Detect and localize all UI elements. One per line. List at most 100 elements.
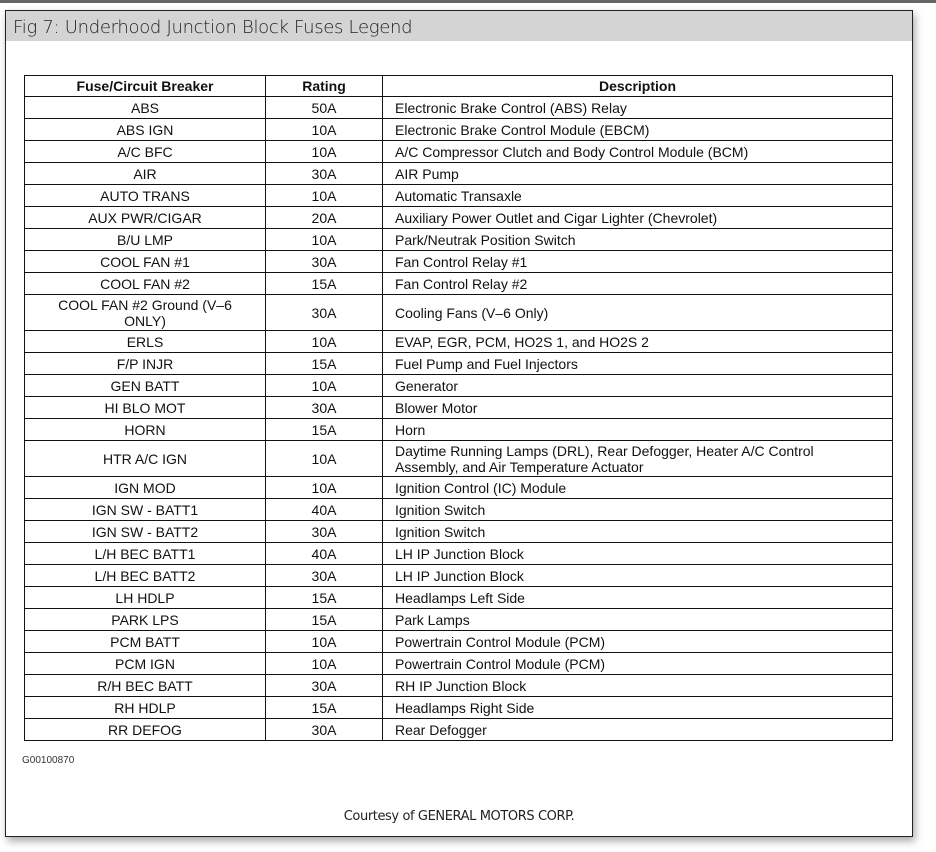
cell-rating: 30A <box>265 718 383 741</box>
cell-rating: 50A <box>265 96 383 119</box>
cell-fuse: ERLS <box>24 330 266 353</box>
cell-rating: 20A <box>265 206 383 229</box>
table-row: IGN SW - BATT2 30A Ignition Switch <box>24 520 893 543</box>
cell-fuse: LH HDLP <box>24 586 266 609</box>
cell-fuse: AUTO TRANS <box>24 184 266 207</box>
table-row: RR DEFOG 30A Rear Defogger <box>24 718 893 741</box>
cell-description: Park/Neutrak Position Switch <box>382 228 893 251</box>
table-row: ABS IGN 10A Electronic Brake Control Modul… <box>24 118 893 141</box>
cell-fuse: L/H BEC BATT1 <box>24 542 266 565</box>
cell-rating: 30A <box>265 250 383 273</box>
cell-description: Rear Defogger <box>382 718 893 741</box>
cell-rating: 40A <box>265 498 383 521</box>
cell-description: Fan Control Relay #2 <box>382 272 893 295</box>
cell-description: RH IP Junction Block <box>382 674 893 697</box>
top-border <box>0 0 936 3</box>
cell-description: Generator <box>382 374 893 397</box>
cell-fuse: AIR <box>24 162 266 185</box>
cell-fuse: RR DEFOG <box>24 718 266 741</box>
cell-rating: 30A <box>265 162 383 185</box>
table-row: R/H BEC BATT 30A RH IP Junction Block <box>24 674 893 697</box>
cell-description: LH IP Junction Block <box>382 542 893 565</box>
cell-rating: 10A <box>265 374 383 397</box>
cell-fuse: HTR A/C IGN <box>24 440 266 477</box>
figure-title: Fig 7: Underhood Junction Block Fuses Le… <box>13 17 413 38</box>
table-row: COOL FAN #1 30A Fan Control Relay #1 <box>24 250 893 273</box>
cell-rating: 30A <box>265 396 383 419</box>
table-row: F/P INJR 15A Fuel Pump and Fuel Injectors <box>24 352 893 375</box>
cell-description: Ignition Switch <box>382 498 893 521</box>
cell-fuse: COOL FAN #2 Ground (V–6 ONLY) <box>24 294 266 331</box>
table-row: B/U LMP 10A Park/Neutrak Position Switch <box>24 228 893 251</box>
cell-description: Fuel Pump and Fuel Injectors <box>382 352 893 375</box>
cell-fuse: PCM IGN <box>24 652 266 675</box>
cell-rating: 30A <box>265 294 383 331</box>
cell-fuse: PARK LPS <box>24 608 266 631</box>
table-row: HI BLO MOT 30A Blower Motor <box>24 396 893 419</box>
cell-description: Blower Motor <box>382 396 893 419</box>
table-row: HTR A/C IGN 10A Daytime Running Lamps (DRL… <box>24 440 893 477</box>
table-row: IGN MOD 10A Ignition Control (IC) Module <box>24 476 893 499</box>
table-row: PCM BATT 10A Powertrain Control Module (PC… <box>24 630 893 653</box>
cell-fuse: HI BLO MOT <box>24 396 266 419</box>
cell-fuse: GEN BATT <box>24 374 266 397</box>
cell-description: Daytime Running Lamps (DRL), Rear Defogg… <box>382 440 893 477</box>
cell-description: Horn <box>382 418 893 441</box>
table-row: AUTO TRANS 10A Automatic Transaxle <box>24 184 893 207</box>
cell-rating: 15A <box>265 352 383 375</box>
cell-rating: 10A <box>265 228 383 251</box>
header-fuse: Fuse/Circuit Breaker <box>24 75 266 97</box>
cell-rating: 30A <box>265 520 383 543</box>
cell-rating: 10A <box>265 140 383 163</box>
cell-fuse: R/H BEC BATT <box>24 674 266 697</box>
header-rating: Rating <box>265 75 383 97</box>
cell-description: Auxiliary Power Outlet and Cigar Lighter… <box>382 206 893 229</box>
cell-description: A/C Compressor Clutch and Body Control M… <box>382 140 893 163</box>
cell-description: Electronic Brake Control (ABS) Relay <box>382 96 893 119</box>
table-row: ABS 50A Electronic Brake Control (ABS) Rel… <box>24 96 893 119</box>
cell-rating: 15A <box>265 696 383 719</box>
table-row: L/H BEC BATT1 40A LH IP Junction Block <box>24 542 893 565</box>
cell-rating: 15A <box>265 608 383 631</box>
figure-title-bar: Fig 7: Underhood Junction Block Fuses Le… <box>6 11 912 41</box>
table-header-row: Fuse/Circuit Breaker Rating Description <box>24 75 893 97</box>
table-row: COOL FAN #2 15A Fan Control Relay #2 <box>24 272 893 295</box>
cell-rating: 30A <box>265 564 383 587</box>
cell-description: Cooling Fans (V–6 Only) <box>382 294 893 331</box>
cell-description: Park Lamps <box>382 608 893 631</box>
cell-description: AIR Pump <box>382 162 893 185</box>
cell-description: Powertrain Control Module (PCM) <box>382 630 893 653</box>
table-row: AIR 30A AIR Pump <box>24 162 893 185</box>
cell-rating: 10A <box>265 184 383 207</box>
cell-description: Powertrain Control Module (PCM) <box>382 652 893 675</box>
cell-rating: 10A <box>265 630 383 653</box>
cell-description: Ignition Control (IC) Module <box>382 476 893 499</box>
cell-description: Automatic Transaxle <box>382 184 893 207</box>
cell-fuse: PCM BATT <box>24 630 266 653</box>
table-row: LH HDLP 15A Headlamps Left Side <box>24 586 893 609</box>
cell-fuse: B/U LMP <box>24 228 266 251</box>
cell-description: Headlamps Right Side <box>382 696 893 719</box>
table-row: RH HDLP 15A Headlamps Right Side <box>24 696 893 719</box>
cell-fuse: A/C BFC <box>24 140 266 163</box>
figure-panel: Fig 7: Underhood Junction Block Fuses Le… <box>5 10 913 837</box>
cell-description: Fan Control Relay #1 <box>382 250 893 273</box>
table-row: IGN SW - BATT1 40A Ignition Switch <box>24 498 893 521</box>
header-description: Description <box>382 75 893 97</box>
cell-rating: 10A <box>265 476 383 499</box>
cell-rating: 30A <box>265 674 383 697</box>
cell-rating: 40A <box>265 542 383 565</box>
cell-fuse: AUX PWR/CIGAR <box>24 206 266 229</box>
cell-fuse: COOL FAN #1 <box>24 250 266 273</box>
cell-fuse: IGN SW - BATT2 <box>24 520 266 543</box>
table-row: AUX PWR/CIGAR 20A Auxiliary Power Outlet a… <box>24 206 893 229</box>
cell-rating: 10A <box>265 330 383 353</box>
cell-rating: 15A <box>265 272 383 295</box>
cell-description: LH IP Junction Block <box>382 564 893 587</box>
cell-fuse: RH HDLP <box>24 696 266 719</box>
cell-fuse: IGN MOD <box>24 476 266 499</box>
table-row: COOL FAN #2 Ground (V–6 ONLY) 30A Cooling … <box>24 294 893 331</box>
table-row: GEN BATT 10A Generator <box>24 374 893 397</box>
cell-fuse: COOL FAN #2 <box>24 272 266 295</box>
table-row: ERLS 10A EVAP, EGR, PCM, HO2S 1, and HO2S … <box>24 330 893 353</box>
